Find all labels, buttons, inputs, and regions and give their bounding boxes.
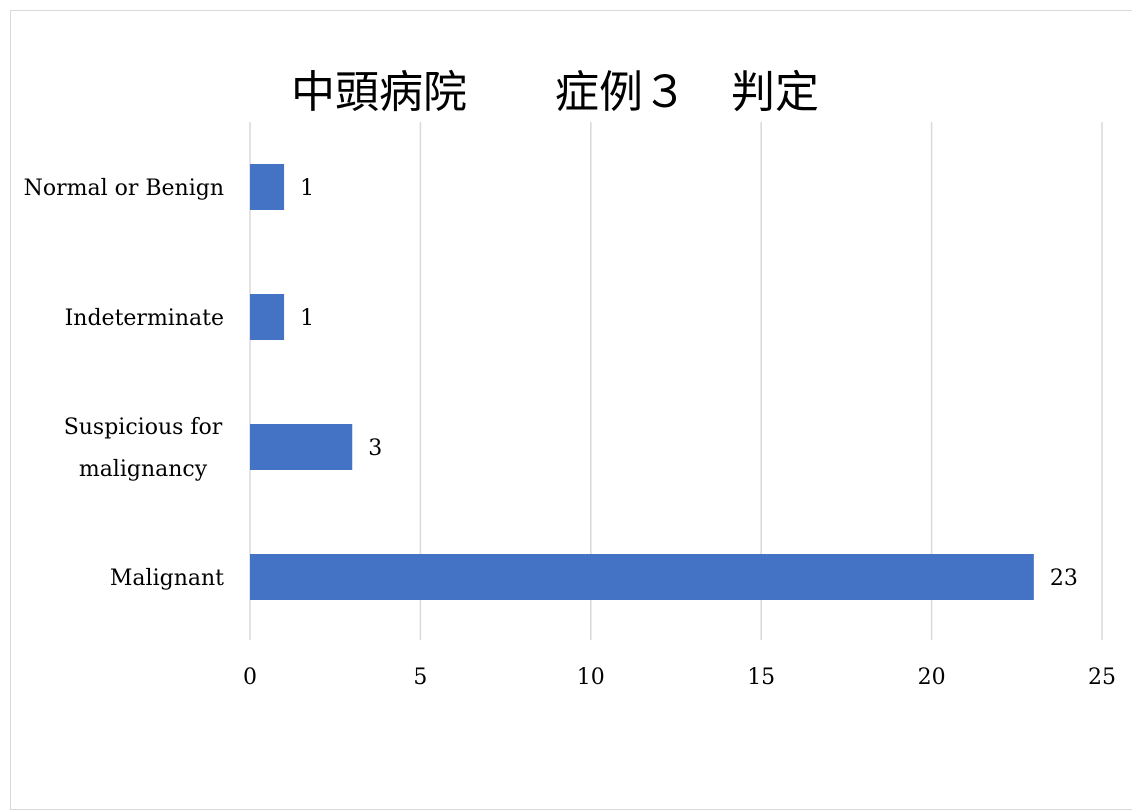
- data-label: 1: [300, 306, 314, 331]
- bar: [250, 294, 285, 340]
- category-label: Indeterminate: [65, 306, 224, 331]
- labels: 0 5 10 15 20 25 1 Normal or Benign 1 Indeterminat…: [24, 176, 1116, 690]
- x-tick-label: 5: [413, 665, 427, 690]
- bar: [250, 424, 353, 470]
- data-label: 23: [1050, 566, 1078, 591]
- data-label: 1: [300, 176, 314, 201]
- x-tick-label: 15: [747, 665, 775, 690]
- category-label: Normal or Benign: [24, 176, 224, 201]
- x-tick-label: 10: [577, 665, 605, 690]
- chart-title: 中頭病院 症例３ 判定: [291, 67, 819, 118]
- data-label: 3: [368, 436, 382, 461]
- bar: [250, 164, 285, 210]
- chart-svg: 0 5 10 15 20 25 1 Normal or Benign 1 Indeterminat…: [24, 122, 1116, 690]
- x-tick-label: 0: [243, 665, 257, 690]
- bars: [250, 164, 1034, 600]
- category-label: Suspicious for malignancy: [64, 415, 223, 482]
- x-tick-label: 25: [1088, 665, 1116, 690]
- chart-frame: [10, 10, 1132, 810]
- category-label: Malignant: [110, 566, 224, 591]
- x-tick-label: 20: [918, 665, 946, 690]
- bar: [250, 554, 1034, 600]
